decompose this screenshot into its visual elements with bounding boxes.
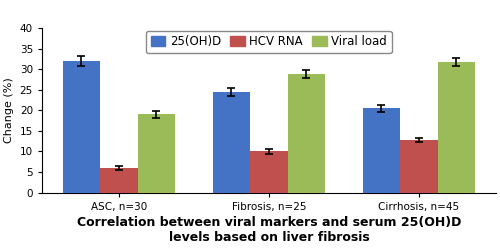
Bar — [100, 168, 138, 193]
Bar — [362, 108, 400, 193]
Bar — [62, 61, 100, 193]
Bar — [438, 62, 475, 193]
Bar — [212, 92, 250, 193]
Legend: 25(OH)D, HCV RNA, Viral load: 25(OH)D, HCV RNA, Viral load — [146, 31, 392, 53]
Bar — [138, 114, 175, 193]
Bar — [288, 74, 325, 193]
Y-axis label: Change (%): Change (%) — [4, 77, 14, 143]
X-axis label: Correlation between viral markers and serum 25(OH)D
levels based on liver fibros: Correlation between viral markers and se… — [76, 216, 461, 244]
Bar — [400, 140, 438, 193]
Bar — [250, 152, 288, 193]
